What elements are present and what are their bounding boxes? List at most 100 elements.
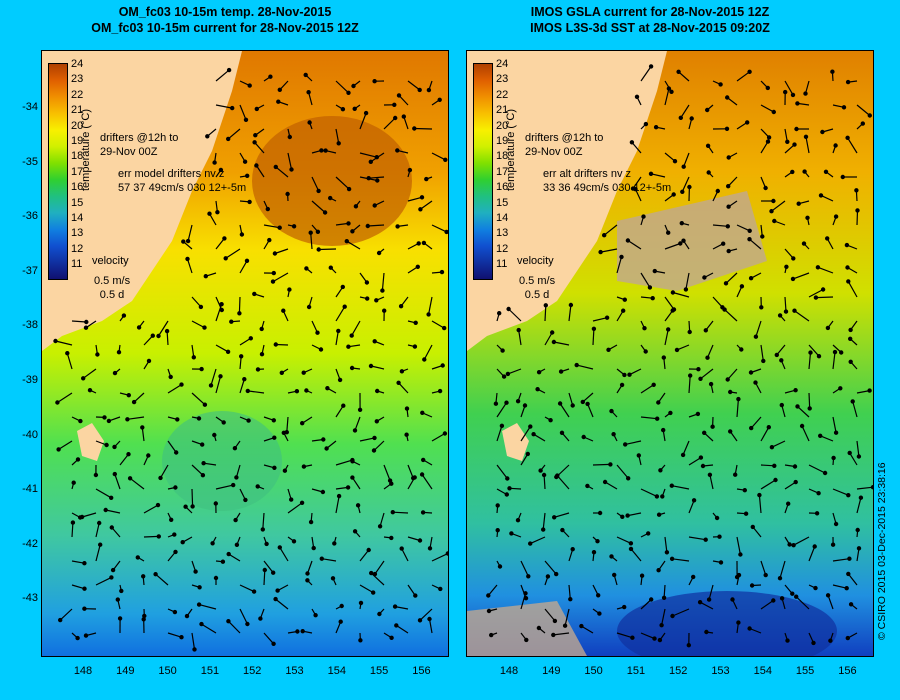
velocity-arrow [167, 440, 177, 453]
velocity-arrow [419, 608, 433, 621]
velocity-arrow [664, 88, 670, 106]
arrow-head [234, 475, 239, 480]
arrow-head [549, 330, 555, 335]
arrow-head [374, 298, 379, 303]
velocity-arrow [368, 176, 385, 179]
arrow-head [648, 171, 654, 177]
arrow-head [287, 134, 292, 140]
arrow-head [127, 476, 133, 481]
velocity-arrow [797, 405, 810, 418]
arrow-head [396, 93, 402, 98]
arrow-head [248, 336, 253, 341]
arrow-head [641, 214, 646, 219]
arrow-head [301, 464, 307, 469]
arrow-head [536, 370, 542, 375]
arrow-head [93, 472, 99, 478]
arrow-head [625, 476, 631, 481]
arrow-head [319, 148, 324, 153]
colorbar-label: 17 [71, 165, 84, 178]
right-map-panel: 24 23 22 21 20 19 18 17 16 15 14 13 12 11 temperature… [466, 50, 874, 657]
arrow-head [844, 242, 850, 248]
velocity-arrow [143, 535, 159, 538]
arrow-head [570, 403, 575, 408]
velocity-arrow [191, 488, 194, 507]
arrow-head [415, 264, 420, 269]
arrow-head [419, 195, 425, 200]
arrow-head [226, 551, 231, 557]
arrow-head [747, 228, 752, 233]
arrow-head [417, 538, 423, 543]
velocity-arrow [736, 224, 750, 232]
arrow-head [856, 454, 862, 459]
arrow-head [814, 511, 820, 516]
arrow-head [724, 126, 730, 132]
velocity-arrow [808, 352, 812, 370]
arrow-head [830, 542, 836, 547]
arrow-head [657, 637, 663, 643]
arrow-head [82, 561, 87, 566]
arrow-head [426, 87, 432, 93]
arrow-head [634, 94, 640, 100]
arrow-head [277, 87, 282, 93]
arrow-head [531, 432, 536, 437]
arrow-head [803, 91, 808, 96]
velocity-arrow [640, 488, 658, 497]
arrow-head [404, 406, 410, 411]
arrow-head [670, 290, 676, 295]
arrow-head [300, 421, 305, 426]
arrow-head [766, 425, 771, 430]
arrow-head [244, 258, 250, 263]
arrow-head [528, 424, 533, 429]
velocity-arrow [507, 368, 522, 375]
arrow-head [639, 573, 645, 578]
colorbar-label: 18 [71, 150, 84, 163]
arrow-head [726, 183, 731, 189]
velocity-arrow [420, 200, 433, 210]
arrow-head [196, 602, 202, 607]
arrow-head [98, 542, 103, 547]
arrow-head [659, 623, 664, 628]
velocity-arrow [359, 549, 370, 562]
velocity-arrow [544, 332, 553, 346]
velocity-arrow [760, 560, 767, 576]
arrow-head [769, 208, 774, 214]
arrow-head [172, 609, 178, 615]
colorbar-label: 19 [71, 135, 84, 147]
arrow-head [818, 433, 823, 438]
arrow-head [247, 83, 252, 88]
velocity-arrow [664, 296, 675, 310]
arrow-head [619, 254, 624, 260]
velocity-arrow [263, 569, 266, 586]
arrow-head [281, 308, 286, 313]
arrow-head [307, 120, 312, 125]
arrow-head [833, 214, 839, 219]
arrow-head [371, 590, 376, 595]
velocity-arrow [576, 364, 594, 370]
latitude-tick-label: -37 [22, 264, 38, 277]
arrow-head [83, 633, 89, 638]
arrow-head [779, 596, 785, 601]
arrow-head [792, 464, 798, 469]
arrow-head [786, 501, 791, 506]
arrow-head [574, 362, 579, 368]
arrow-head [252, 140, 257, 145]
arrow-head [140, 425, 145, 430]
arrow-head [784, 264, 789, 269]
velocity-arrow [592, 463, 611, 466]
arrow-head [661, 355, 666, 360]
arrow-head [562, 623, 568, 628]
arrow-head [226, 619, 231, 624]
velocity-arrow [699, 601, 714, 610]
arrow-head [350, 475, 355, 480]
arrow-head [497, 564, 503, 569]
right-velocity-scale: 0.5 m/s 0.5 d [519, 275, 556, 301]
arrow-head [336, 141, 341, 146]
arrow-head [106, 418, 112, 424]
arrow-head [747, 626, 752, 631]
arrow-head [774, 352, 779, 358]
velocity-arrow [186, 258, 193, 274]
arrow-head [275, 588, 280, 593]
velocity-arrow [370, 572, 385, 586]
arrow-head [763, 572, 768, 578]
velocity-arrow [133, 392, 145, 403]
